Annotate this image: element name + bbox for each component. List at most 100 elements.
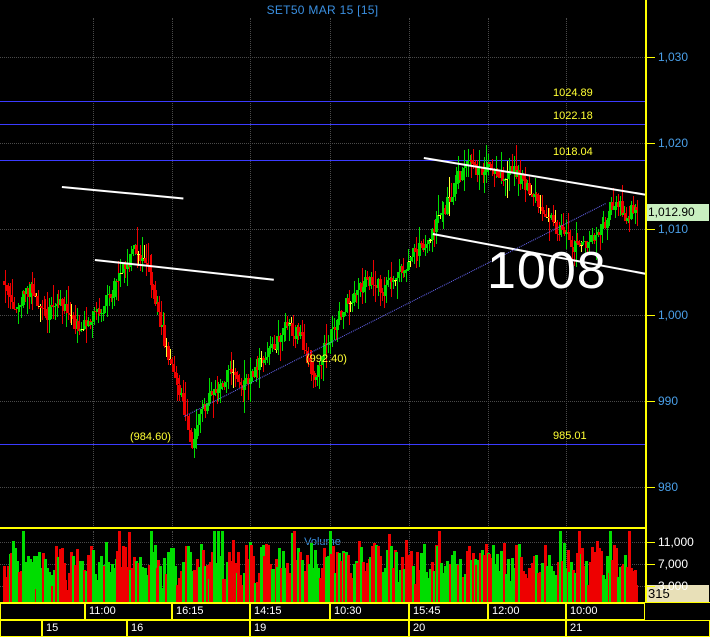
candle-body — [103, 306, 107, 313]
candle-body — [235, 374, 239, 380]
volume-bar — [380, 579, 384, 603]
volume-bar — [601, 575, 605, 603]
candle-body — [343, 311, 347, 313]
candle-wick — [34, 278, 36, 297]
trendline-ascending-blue[interactable] — [184, 203, 606, 417]
candle-body — [348, 303, 352, 305]
price-axis-label: 1,010 — [658, 221, 689, 236]
candle-wick — [504, 178, 506, 196]
candle-body — [172, 363, 176, 372]
volume-bar — [408, 568, 412, 603]
volume-bar — [371, 546, 375, 603]
date-axis-cell[interactable]: 20 — [409, 620, 566, 637]
candle-body — [538, 207, 542, 209]
candle-body — [534, 193, 538, 196]
volume-bar — [309, 542, 313, 603]
date-axis-cell[interactable]: 19 — [250, 620, 409, 637]
time-axis-cell[interactable]: 16:15 — [172, 603, 250, 620]
candle-body — [300, 331, 304, 335]
candle-wick — [58, 289, 60, 308]
grid-line-vertical — [488, 18, 489, 526]
candle-body — [361, 286, 365, 292]
volume-bar — [460, 587, 464, 603]
volume-bar — [490, 558, 494, 603]
volume-bar — [534, 554, 538, 603]
date-axis-cell[interactable]: 21 — [566, 620, 710, 637]
candle-body — [36, 295, 40, 307]
candle-wick — [495, 156, 497, 179]
candle-body — [633, 206, 637, 214]
volume-chart-pane[interactable] — [0, 531, 645, 603]
volume-bar — [296, 548, 300, 603]
study-line-1024-89[interactable] — [0, 100, 645, 102]
candle-body — [575, 240, 579, 244]
study-line-1022-18[interactable] — [0, 124, 645, 126]
candle-body — [384, 284, 388, 296]
volume-bar — [250, 545, 254, 603]
candle-body — [254, 366, 258, 378]
time-axis-cell[interactable] — [0, 603, 85, 620]
time-axis-cell[interactable]: 12:00 — [488, 603, 566, 620]
volume-bar — [635, 585, 639, 603]
study-line-985-01[interactable] — [0, 444, 645, 446]
volume-bar — [125, 567, 129, 603]
candle-body — [151, 284, 155, 290]
volume-bar — [77, 560, 81, 603]
candle-body — [629, 204, 633, 220]
study-line-1018-04[interactable] — [0, 159, 645, 161]
candle-body — [12, 302, 16, 309]
candle-body — [255, 366, 259, 371]
date-axis-cell[interactable] — [0, 620, 42, 637]
date-axis-row[interactable]: 15 16 19 20 21 — [0, 620, 710, 637]
volume-bar — [315, 564, 319, 603]
volume-bar — [438, 531, 442, 603]
candle-wick — [530, 185, 532, 195]
candle-body — [175, 377, 179, 385]
candle-wick — [566, 220, 568, 249]
candle-body — [449, 196, 453, 202]
candle-body — [555, 222, 559, 234]
volume-bar — [295, 560, 299, 603]
candle-body — [211, 390, 215, 395]
volume-bar — [272, 568, 276, 603]
volume-bar — [71, 555, 75, 603]
candle-body — [47, 307, 51, 321]
volume-bar — [283, 567, 287, 603]
candle-wick — [112, 290, 114, 309]
candle-wick — [562, 212, 564, 234]
candle-body — [490, 164, 494, 170]
trendline-left-white[interactable] — [61, 186, 184, 200]
candle-body — [536, 195, 540, 208]
volume-bar — [620, 565, 624, 603]
candle-body — [289, 322, 293, 324]
volume-axis-tick — [647, 564, 655, 566]
volume-bar — [311, 567, 315, 603]
price-chart-pane[interactable] — [0, 18, 645, 526]
candle-wick — [568, 213, 570, 236]
candle-body — [216, 388, 220, 394]
candle-wick — [101, 309, 103, 323]
volume-bar — [200, 544, 204, 603]
candle-body — [177, 384, 181, 396]
candle-body — [149, 272, 153, 285]
candle-body — [520, 175, 524, 185]
volume-bar — [389, 545, 393, 603]
candle-body — [421, 244, 425, 251]
price-axis-label: 1,030 — [658, 49, 689, 64]
time-axis-cell[interactable]: 10:30 — [330, 603, 409, 620]
volume-bar — [172, 548, 176, 603]
time-axis-cell[interactable]: 10:00 — [566, 603, 645, 620]
date-axis-cell[interactable]: 15 — [42, 620, 127, 637]
candle-body — [367, 279, 371, 287]
candle-body — [56, 304, 60, 306]
time-axis-row[interactable]: 11:00 16:15 14:15 10:30 15:45 12:00 10:00 — [0, 603, 710, 620]
volume-bar — [412, 566, 416, 603]
candle-body — [90, 322, 94, 326]
volume-bar — [561, 560, 564, 603]
volume-bar — [603, 578, 607, 603]
time-axis-cell[interactable]: 15:45 — [409, 603, 488, 620]
time-axis-cell[interactable]: 14:15 — [250, 603, 330, 620]
time-axis-cell[interactable]: 11:00 — [85, 603, 172, 620]
volume-bar — [471, 552, 475, 603]
date-axis-cell[interactable]: 16 — [127, 620, 250, 637]
